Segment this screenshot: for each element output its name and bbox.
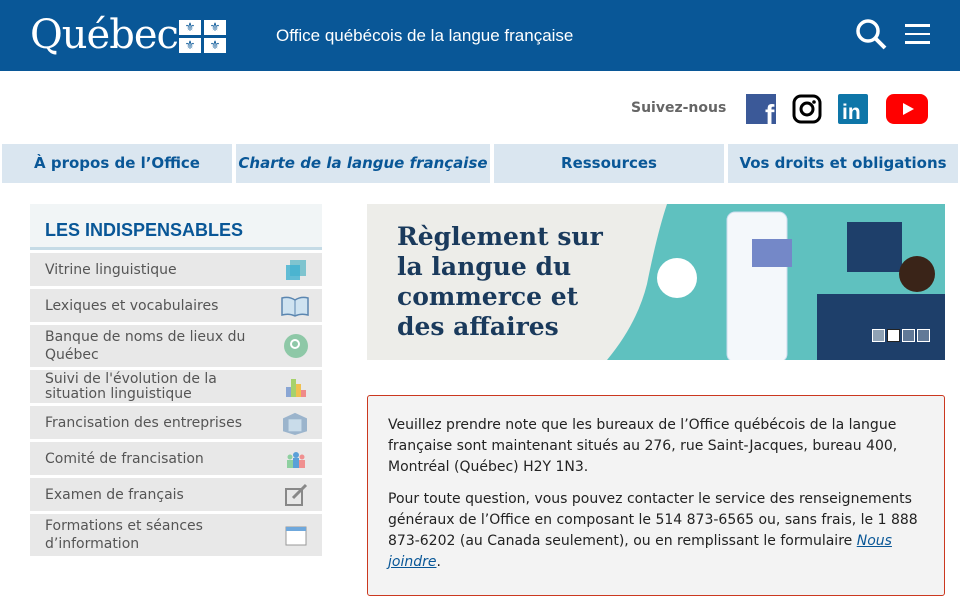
- sidebar-item-francisation[interactable]: Francisation des entreprises: [30, 406, 322, 439]
- notice-box: Veuillez prendre note que les bureaux de…: [367, 395, 945, 596]
- squares-icon: [286, 259, 306, 280]
- notice-contact: Pour toute question, vous pouvez contact…: [388, 491, 918, 570]
- sidebar-item-comite[interactable]: Comité de francisation: [30, 442, 322, 475]
- nav-about[interactable]: À propos de l’Office: [2, 144, 232, 183]
- item-label: Francisation des entreprises: [45, 414, 242, 431]
- sidebar-item-vitrine[interactable]: Vitrine linguistique: [30, 253, 322, 286]
- item-label: Vitrine linguistique: [45, 261, 177, 278]
- item-label: Lexiques et vocabulaires: [45, 297, 219, 314]
- svg-text:f: f: [765, 99, 775, 124]
- sidebar-item-formations[interactable]: Formations et séances d’information: [30, 514, 322, 556]
- nav-resources[interactable]: Ressources: [494, 144, 724, 183]
- people-icon: [287, 451, 305, 468]
- nav-charter[interactable]: Charte de la langue française: [236, 144, 490, 183]
- notice-address: Veuillez prendre note que les bureaux de…: [388, 417, 898, 475]
- sidebar-item-noms-lieux[interactable]: Banque de noms de lieux du Québec: [30, 325, 322, 367]
- carousel-banner[interactable]: Règlement sur la langue du commerce et d…: [367, 204, 945, 360]
- item-label: Suivi de l'évolution de la situation lin…: [45, 370, 217, 402]
- banner-title: Règlement sur la langue du commerce et d…: [397, 222, 603, 341]
- quebec-logo[interactable]: Québec: [30, 12, 179, 58]
- sidebar-item-lexiques[interactable]: Lexiques et vocabulaires: [30, 289, 322, 322]
- sidebar-item-examen[interactable]: Examen de français: [30, 478, 322, 511]
- map-pin-icon: [284, 334, 308, 358]
- carousel-dot[interactable]: [917, 329, 930, 342]
- search-icon[interactable]: [855, 18, 887, 50]
- instagram-icon[interactable]: [792, 94, 822, 124]
- item-label: Formations et séances d’information: [45, 518, 203, 552]
- header: Québec ⚜ ⚜ ⚜ ⚜ Office québécois de la langu…: [0, 0, 960, 71]
- bar-chart-icon: [286, 378, 306, 397]
- fleurdelise-flag-icon: ⚜ ⚜ ⚜ ⚜: [179, 20, 226, 53]
- contact-link[interactable]: Nous joindre: [388, 533, 892, 570]
- svg-text:in: in: [842, 101, 861, 124]
- linkedin-icon[interactable]: in: [838, 94, 868, 124]
- follow-label: Suivez-nous: [631, 100, 727, 116]
- youtube-icon[interactable]: [886, 94, 928, 124]
- nav-rights[interactable]: Vos droits et obligations: [728, 144, 958, 183]
- menu-icon[interactable]: [905, 24, 930, 44]
- item-label: Examen de français: [45, 486, 184, 503]
- calendar-icon: [285, 526, 307, 546]
- office-name[interactable]: Office québécois de la langue française: [276, 26, 574, 45]
- sidebar: LES INDISPENSABLES Vitrine linguistique …: [30, 204, 322, 556]
- book-icon: [281, 296, 309, 317]
- carousel-dot[interactable]: [872, 329, 885, 342]
- banner-illustration: [607, 204, 945, 360]
- carousel-dots: [872, 329, 930, 342]
- building-icon: [283, 412, 307, 435]
- edit-icon: [285, 483, 308, 506]
- item-label: Comité de francisation: [45, 450, 204, 467]
- facebook-icon[interactable]: f: [746, 94, 776, 124]
- item-label: Banque de noms de lieux du Québec: [45, 329, 246, 363]
- carousel-dot[interactable]: [902, 329, 915, 342]
- sidebar-item-suivi[interactable]: Suivi de l'évolution de la situation lin…: [30, 370, 322, 403]
- carousel-dot-active[interactable]: [887, 329, 900, 342]
- sidebar-title: LES INDISPENSABLES: [30, 204, 322, 250]
